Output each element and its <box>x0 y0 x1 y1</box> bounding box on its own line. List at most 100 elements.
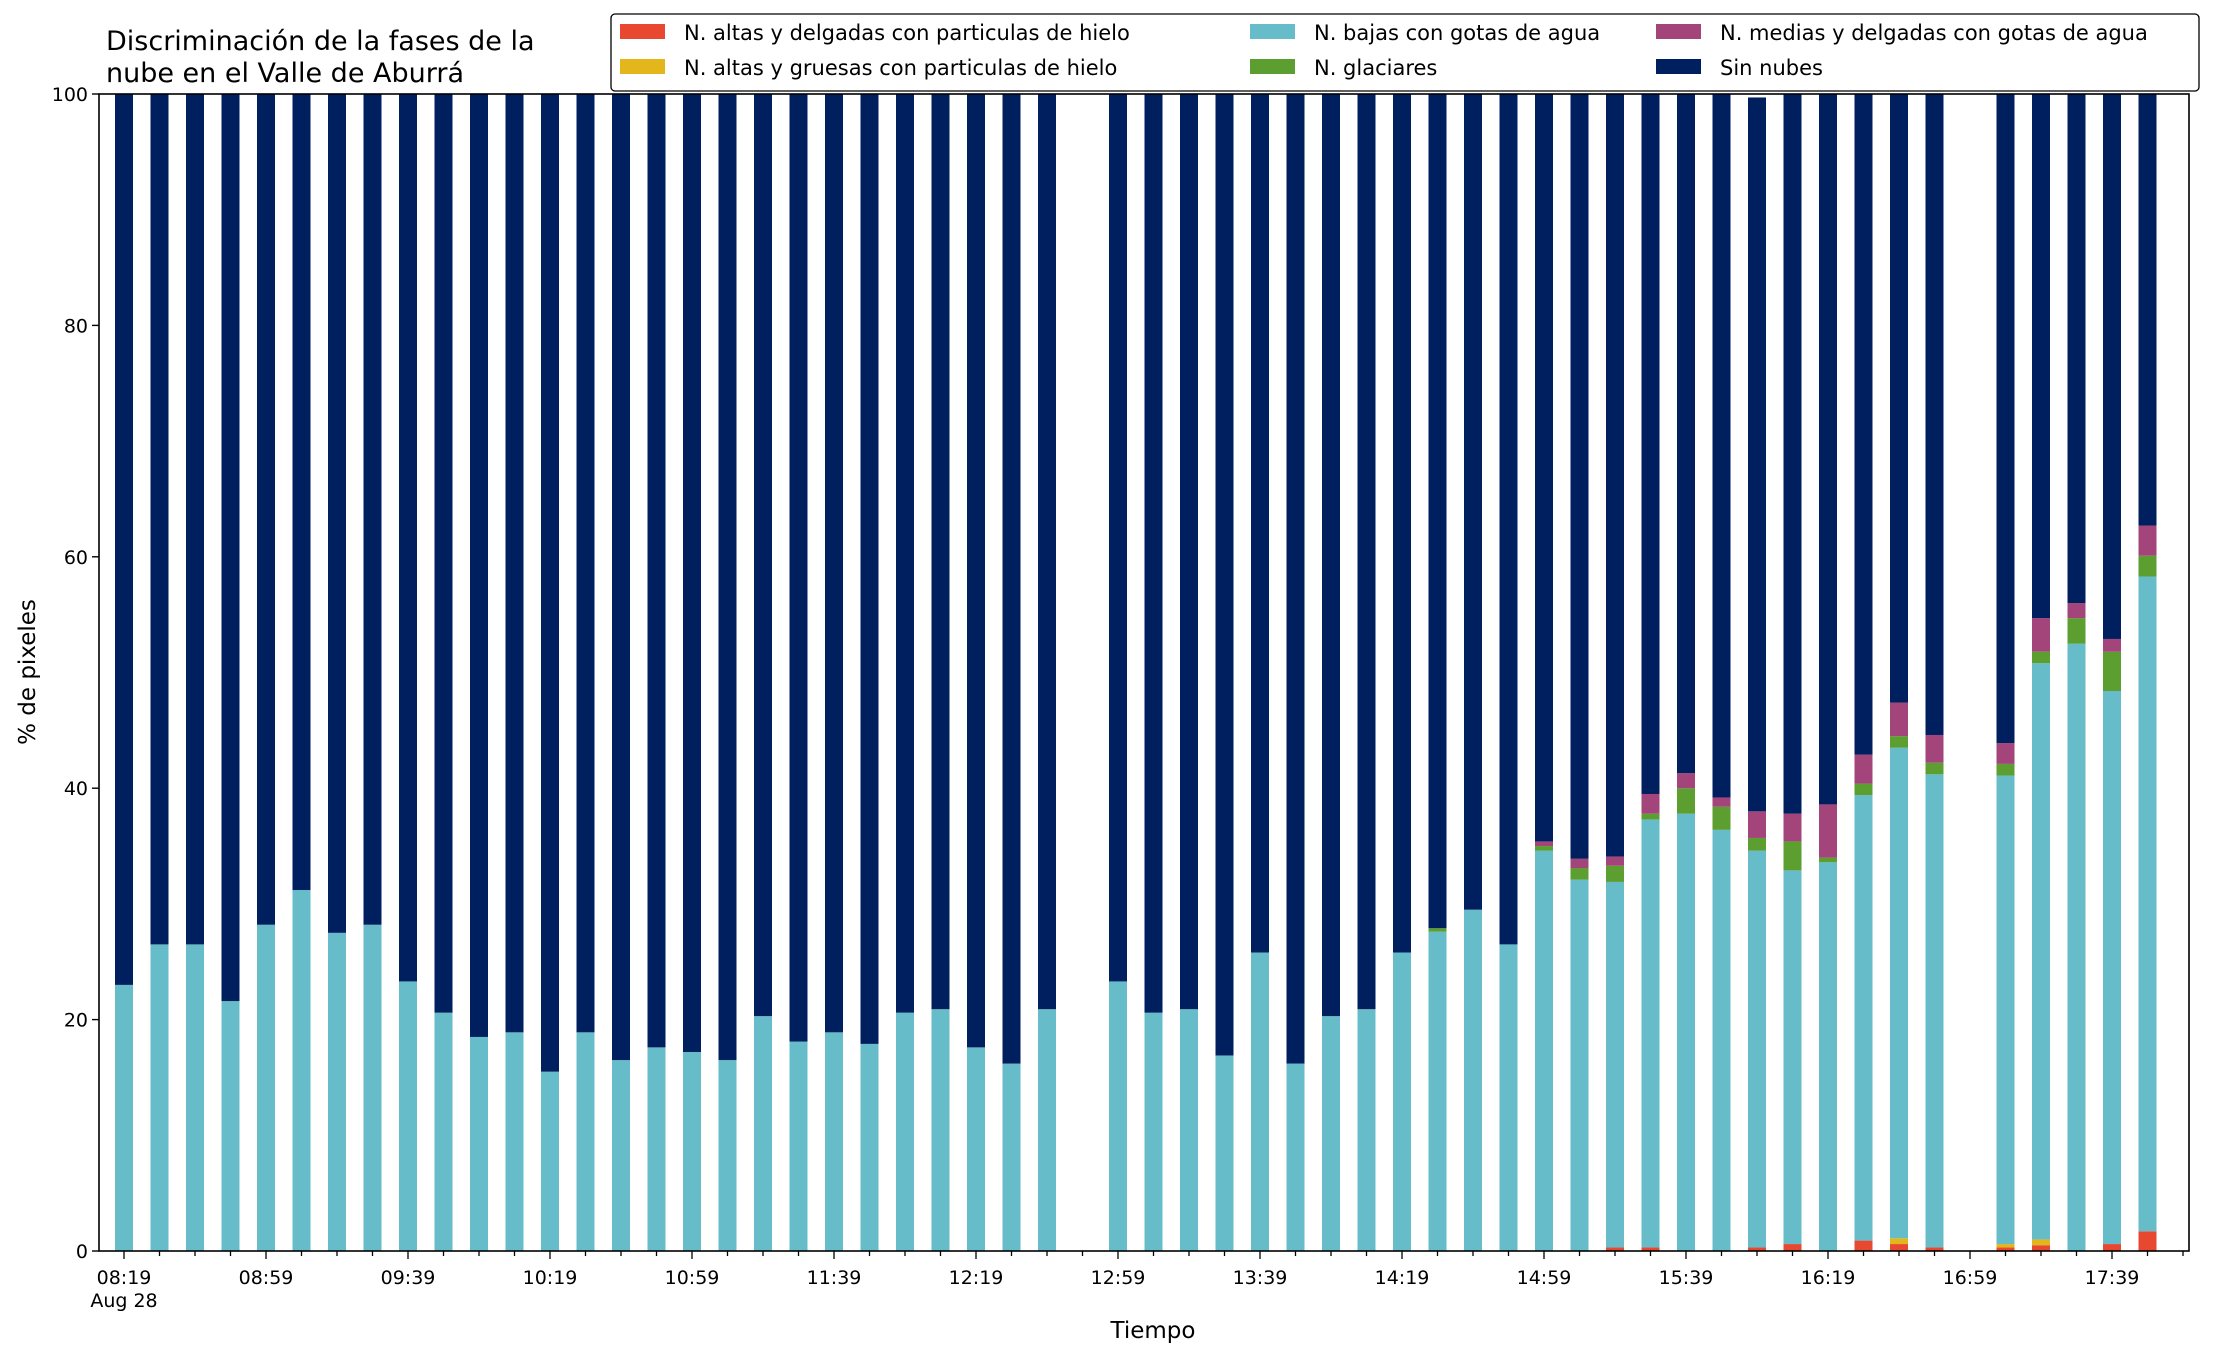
bar-segment-baja-agua <box>754 1016 772 1251</box>
bar-segment-sin-nubes <box>1286 94 1305 1064</box>
bar-segment-glaciares <box>2138 555 2157 577</box>
chart-title-line-2: nube en el Valle de Aburrá <box>106 58 464 89</box>
bar-segment-sin-nubes <box>1180 94 1198 1010</box>
bar-segment-sin-nubes <box>576 94 595 1033</box>
bar-segment-baja-agua <box>221 1001 240 1251</box>
bar-segment-sin-nubes <box>221 94 240 1002</box>
bar-segment-sin-nubes <box>1712 94 1731 798</box>
bar-segment-glaciares <box>2103 651 2121 692</box>
y-tick-label: 40 <box>64 778 88 800</box>
bar-segment-baja-agua <box>1038 1009 1056 1251</box>
bar-segment-glaciares <box>1535 846 1553 851</box>
bar-segment-media-delgada <box>1570 858 1589 869</box>
bar-segment-sin-nubes <box>328 94 346 933</box>
bar-segment-sin-nubes <box>470 94 488 1037</box>
legend-swatch-media-delgada <box>1656 24 1701 39</box>
bar-segment-baja-agua <box>257 924 275 1251</box>
bar-segment-glaciares <box>1606 865 1624 882</box>
bar-segment-alta-gruesa <box>2032 1239 2050 1246</box>
bar-segment-alta-delgada <box>2032 1245 2050 1251</box>
bar-segment-baja-agua <box>434 1012 453 1251</box>
x-tick-label: 10:19 <box>523 1267 578 1289</box>
bar-segment-baja-agua <box>2103 691 2121 1245</box>
bar-segment-baja-agua <box>2067 643 2086 1251</box>
bar-segment-baja-agua <box>1180 1009 1198 1251</box>
bar-segment-media-delgada <box>1748 811 1766 838</box>
bar-segment-baja-agua <box>1393 952 1411 1251</box>
bar-segment-sin-nubes <box>1002 94 1021 1064</box>
y-tick-label: 80 <box>64 315 88 337</box>
bar-segment-media-delgada <box>1996 743 2015 764</box>
bar-segment-baja-agua <box>328 932 346 1251</box>
bar-segment-media-delgada <box>2138 525 2157 556</box>
bar-segment-baja-agua <box>1783 870 1802 1245</box>
bar-segment-baja-agua <box>470 1036 488 1251</box>
x-tick-label: 08:59 <box>239 1267 294 1289</box>
bar-segment-glaciares <box>1890 736 1908 748</box>
x-tick-date-label: Aug 28 <box>90 1290 157 1312</box>
y-tick-label: 60 <box>64 547 88 569</box>
legend-label-baja-agua: N. bajas con gotas de agua <box>1314 21 1600 45</box>
x-tick-label: 12:59 <box>1091 1267 1146 1289</box>
bar-segment-sin-nubes <box>1783 94 1802 814</box>
bar-segment-media-delgada <box>1819 804 1837 858</box>
x-tick-label: 16:19 <box>1801 1267 1856 1289</box>
bar-segment-alta-gruesa <box>1996 1244 2015 1248</box>
bar-segment-baja-agua <box>1996 775 2015 1245</box>
bar-segment-baja-agua <box>576 1032 595 1251</box>
bar-segment-media-delgada <box>1606 856 1624 866</box>
bar-segment-baja-agua <box>115 984 133 1251</box>
bar-segment-baja-agua <box>1215 1055 1234 1251</box>
bar-segment-baja-agua <box>1322 1016 1340 1251</box>
bar-segment-sin-nubes <box>967 94 985 1048</box>
bar-segment-glaciares <box>1996 763 2015 776</box>
bar-segment-sin-nubes <box>1890 94 1908 703</box>
x-tick-label: 16:59 <box>1943 1267 1998 1289</box>
bar-segment-media-delgada <box>1854 754 1873 784</box>
bar-segment-glaciares <box>1570 868 1589 880</box>
bar-segment-baja-agua <box>1854 795 1873 1241</box>
legend: N. altas y delgadas con particulas de hi… <box>610 13 2200 92</box>
bar-segment-sin-nubes <box>612 94 630 1061</box>
x-tick-label: 11:39 <box>807 1267 862 1289</box>
bar-segment-alta-delgada <box>1854 1240 1873 1251</box>
bar-segment-media-delgada <box>2032 618 2050 652</box>
bar-segment-media-delgada <box>1925 734 1944 763</box>
bar-segment-baja-agua <box>967 1047 985 1251</box>
bar-segment-media-delgada <box>1535 841 1553 847</box>
bar-segment-sin-nubes <box>434 94 453 1013</box>
bar-segment-sin-nubes <box>1641 94 1660 794</box>
bar-segment-glaciares <box>1748 837 1766 851</box>
bar-segment-glaciares <box>1641 813 1660 820</box>
bar-segment-sin-nubes <box>186 94 204 945</box>
bar-segment-alta-gruesa <box>1890 1238 1908 1245</box>
bar-segment-media-delgada <box>1641 793 1660 814</box>
bar-segment-glaciares <box>1428 928 1447 932</box>
bar-segment-alta-delgada <box>1606 1247 1624 1251</box>
bar-segment-sin-nubes <box>825 94 843 1033</box>
bar-segment-alta-delgada <box>2103 1244 2121 1251</box>
bar-segment-baja-agua <box>1251 952 1269 1251</box>
bar-segment-baja-agua <box>1712 829 1731 1251</box>
bar-segment-sin-nubes <box>115 94 133 985</box>
bar-segment-sin-nubes <box>1854 94 1873 755</box>
bar-segment-baja-agua <box>1606 881 1624 1248</box>
y-axis: 0 20 40 60 80 100 <box>52 84 99 1263</box>
bar-segment-sin-nubes <box>1109 94 1127 982</box>
y-axis-label: % de pixeles <box>15 599 41 745</box>
plot-frame <box>98 93 2190 1252</box>
bar-segment-glaciares <box>1925 762 1944 775</box>
bar-segment-sin-nubes <box>363 94 382 925</box>
bar-segment-glaciares <box>1783 841 1802 871</box>
bar-segment-baja-agua <box>1286 1063 1305 1251</box>
legend-label-glaciares: N. glaciares <box>1314 56 1437 80</box>
bar-segment-alta-delgada <box>1925 1247 1944 1251</box>
bar-segment-sin-nubes <box>860 94 879 1044</box>
bar-segment-baja-agua <box>683 1052 701 1251</box>
bar-segment-baja-agua <box>1570 879 1589 1251</box>
bar-segment-baja-agua <box>647 1047 666 1251</box>
bar-segment-sin-nubes <box>931 94 950 1010</box>
bar-segment-sin-nubes <box>1464 94 1482 910</box>
bar-segment-baja-agua <box>1748 850 1766 1248</box>
